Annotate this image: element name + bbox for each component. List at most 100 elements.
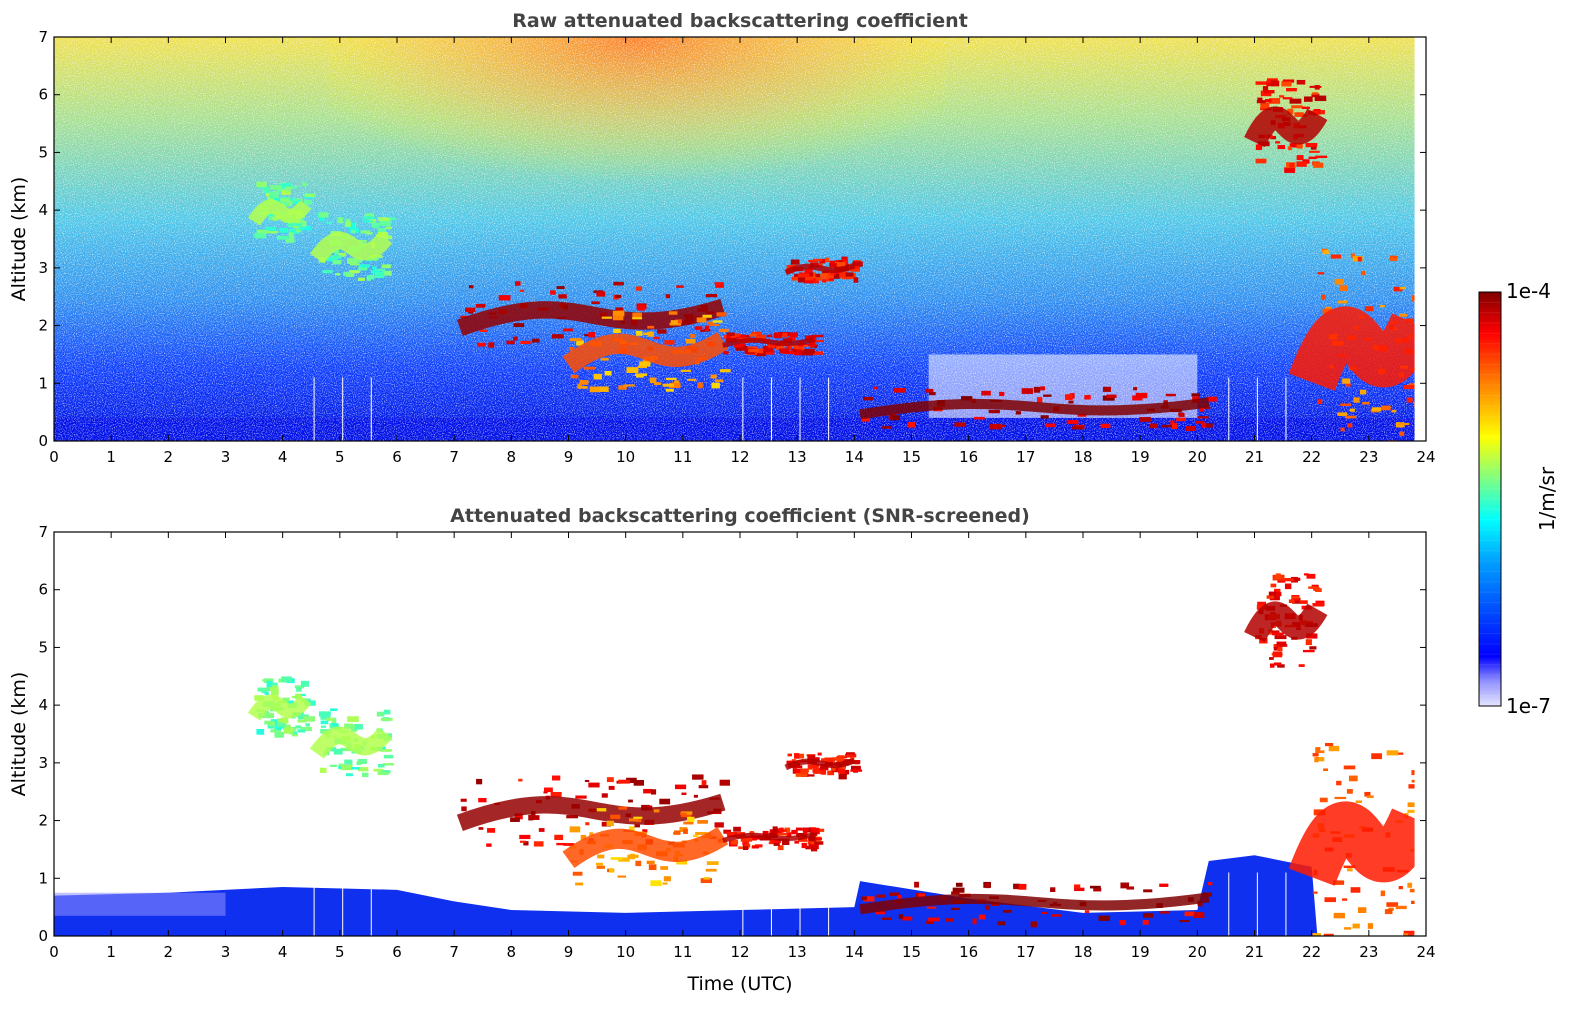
raw-cell xyxy=(1139,417,1151,422)
raw-cell xyxy=(1350,253,1355,258)
raw-cell xyxy=(705,293,718,298)
screened-y-tick-label: 6 xyxy=(38,581,48,599)
raw-cell xyxy=(597,386,609,392)
screened-cell xyxy=(1275,573,1281,579)
raw-cell xyxy=(1178,412,1185,417)
raw-cell xyxy=(381,264,391,269)
raw-cell xyxy=(669,322,682,326)
raw-cell xyxy=(287,186,298,189)
screened-cell xyxy=(344,759,353,765)
screened-cell xyxy=(460,798,467,802)
colorbar-unit-label: 1/m/sr xyxy=(1535,466,1559,531)
raw-cell xyxy=(268,214,275,221)
screened-cell xyxy=(648,864,657,871)
screened-cell xyxy=(1126,886,1135,890)
screened-cell xyxy=(1407,802,1419,808)
screened-cell xyxy=(1343,865,1356,869)
raw-cell xyxy=(1345,383,1351,387)
raw-cell xyxy=(589,386,600,393)
raw-cell xyxy=(668,311,678,315)
screened-layer xyxy=(784,752,863,780)
screened-cell xyxy=(683,828,688,834)
raw-cell xyxy=(1305,142,1318,148)
screened-x-tick-label: 8 xyxy=(507,943,517,961)
screened-panel-title: Attenuated backscattering coefficient (S… xyxy=(450,505,1030,527)
screened-cell xyxy=(589,832,594,837)
raw-cell xyxy=(653,336,660,340)
screened-cell xyxy=(1324,742,1334,747)
raw-cell xyxy=(893,387,906,393)
screened-cell xyxy=(1350,887,1361,893)
raw-cell xyxy=(1277,145,1286,150)
raw-cell xyxy=(579,380,589,385)
raw-cell xyxy=(766,334,773,338)
screened-cell xyxy=(775,828,783,834)
screened-cell xyxy=(1398,886,1403,890)
screened-cell xyxy=(528,815,540,820)
raw-cell xyxy=(354,257,363,263)
raw-cell xyxy=(1255,144,1263,151)
raw-x-tick-label: 3 xyxy=(221,448,231,466)
screened-cell xyxy=(274,731,284,738)
raw-layer xyxy=(309,212,396,281)
screened-cell xyxy=(791,829,798,835)
screened-cell xyxy=(1313,809,1326,816)
raw-cell xyxy=(1263,90,1275,94)
screened-layer-core xyxy=(722,831,815,843)
screened-cell xyxy=(643,788,653,794)
raw-cell xyxy=(1379,305,1385,308)
screened-cell xyxy=(674,784,687,790)
raw-cell xyxy=(712,320,723,323)
screened-cell xyxy=(1292,597,1301,604)
raw-cell xyxy=(714,282,724,285)
raw-cell xyxy=(1322,308,1331,314)
raw-cell xyxy=(358,266,368,271)
screened-cell xyxy=(628,799,633,803)
screened-cell xyxy=(794,765,803,769)
screened-cell xyxy=(356,761,361,766)
screened-cell xyxy=(1013,886,1022,890)
raw-cell xyxy=(954,422,967,427)
raw-cell xyxy=(828,278,835,281)
raw-cell xyxy=(812,351,823,355)
raw-cell xyxy=(588,332,595,338)
raw-x-tick-label: 4 xyxy=(278,448,288,466)
raw-cell xyxy=(332,260,342,265)
raw-y-tick-label: 7 xyxy=(38,28,48,46)
raw-cell xyxy=(755,350,766,357)
screened-cell xyxy=(832,757,845,761)
screened-cell xyxy=(951,891,960,895)
raw-x-tick-label: 11 xyxy=(673,448,692,466)
screened-cell xyxy=(519,834,531,840)
screened-cell xyxy=(714,822,724,828)
screened-cell xyxy=(380,749,392,752)
raw-cell xyxy=(845,272,854,277)
screened-cell xyxy=(633,779,645,786)
raw-cell xyxy=(556,286,565,290)
raw-cell xyxy=(1045,423,1056,428)
raw-cell xyxy=(576,340,584,346)
screened-cell xyxy=(601,821,611,827)
raw-cell xyxy=(1316,399,1323,404)
raw-cell xyxy=(809,277,818,280)
raw-cell xyxy=(685,338,696,344)
raw-cell xyxy=(513,323,525,327)
raw-cell xyxy=(675,319,683,324)
screened-cell xyxy=(1290,576,1298,583)
screened-cell xyxy=(1013,883,1021,889)
raw-cell xyxy=(1068,400,1074,404)
raw-cell xyxy=(710,324,720,327)
raw-cell xyxy=(1203,423,1213,428)
raw-x-tick-label: 20 xyxy=(1188,448,1207,466)
screened-y-tick-label: 3 xyxy=(38,754,48,772)
screened-heatmap xyxy=(54,532,1426,936)
screened-cell xyxy=(326,717,334,721)
screened-layer-core xyxy=(309,727,393,759)
screened-cell xyxy=(544,787,553,793)
colorbar: 1e-4 1e-7 1/m/sr xyxy=(1478,279,1559,718)
raw-cell xyxy=(468,311,474,314)
screened-cell xyxy=(1298,664,1305,667)
raw-cell xyxy=(1203,406,1211,410)
screened-cell xyxy=(1333,912,1345,919)
screened-cell xyxy=(1384,909,1393,915)
